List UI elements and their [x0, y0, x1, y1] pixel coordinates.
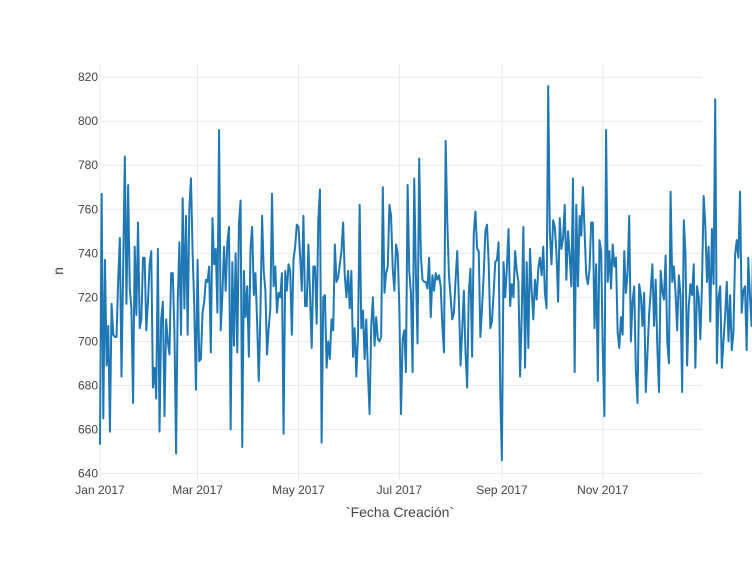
y-tick-label: 660 — [78, 422, 98, 436]
y-tick-label: 740 — [78, 246, 98, 260]
x-tick-label: Sep 2017 — [476, 483, 528, 497]
y-axis-ticks: 640 660 680 700 720 740 760 780 800 820 — [78, 70, 98, 480]
x-tick-label: Jan 2017 — [75, 483, 125, 497]
y-tick-label: 640 — [78, 466, 98, 480]
y-tick-label: 820 — [78, 70, 98, 84]
y-tick-label: 780 — [78, 158, 98, 172]
grid — [99, 64, 702, 480]
series-layer — [99, 85, 752, 462]
y-tick-label: 800 — [78, 114, 98, 128]
y-tick-label: 720 — [78, 290, 98, 304]
x-tick-label: Jul 2017 — [377, 483, 423, 497]
x-axis-ticks: Jan 2017 Mar 2017 May 2017 Jul 2017 Sep 2017… — [75, 483, 628, 497]
x-tick-label: Nov 2017 — [577, 483, 629, 497]
series-line — [99, 85, 752, 462]
y-tick-label: 760 — [78, 202, 98, 216]
x-tick-label: May 2017 — [272, 483, 325, 497]
x-tick-label: Mar 2017 — [172, 483, 223, 497]
x-axis-title: `Fecha Creación` — [346, 504, 454, 520]
y-tick-label: 680 — [78, 378, 98, 392]
y-tick-label: 700 — [78, 334, 98, 348]
y-axis-title: n — [50, 267, 66, 275]
